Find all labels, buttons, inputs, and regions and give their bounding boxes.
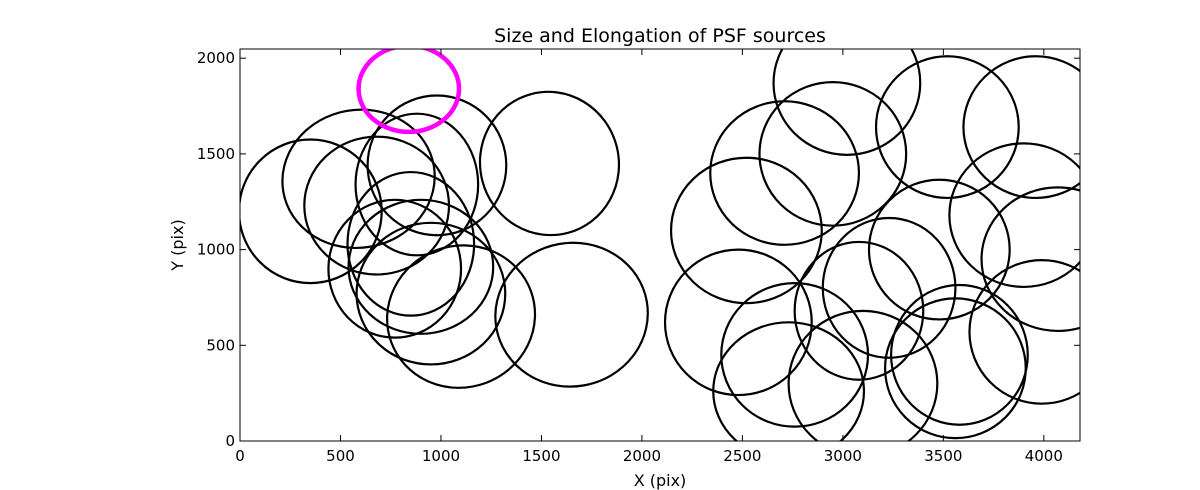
- x-tick-label: 4000: [1025, 447, 1063, 465]
- y-axis-label: Y (pix): [168, 219, 187, 271]
- chart-title: Size and Elongation of PSF sources: [494, 25, 826, 47]
- source-ellipse: [347, 198, 495, 335]
- x-tick-label: 3000: [824, 447, 862, 465]
- source-ellipse: [962, 55, 1080, 199]
- x-tick-label: 0: [235, 447, 245, 465]
- y-tick-label: 1000: [197, 241, 235, 259]
- source-ellipse: [980, 186, 1080, 333]
- ticks-layer: 0 500 1000 1500 2000 2500 3000 3500 4000 0 500 1000…: [197, 49, 1080, 465]
- source-ellipse: [787, 309, 939, 441]
- source-ellipse: [890, 283, 1029, 426]
- source-ellipse: [327, 198, 463, 339]
- source-ellipse: [874, 55, 1020, 200]
- x-tick-label: 2500: [723, 447, 761, 465]
- source-ellipse: [758, 81, 908, 227]
- x-tick-label: 3500: [924, 447, 962, 465]
- y-tick-label: 1500: [197, 145, 235, 163]
- source-ellipse: [709, 100, 861, 246]
- source-ellipse: [793, 240, 925, 381]
- source-ellipse: [968, 259, 1080, 405]
- x-tick-label: 1500: [522, 447, 560, 465]
- source-ellipse: [354, 112, 480, 257]
- reference-ellipse: [356, 49, 462, 135]
- sources-layer: [240, 49, 1080, 441]
- source-ellipse: [346, 170, 476, 317]
- source-ellipse: [355, 221, 507, 366]
- source-ellipse: [366, 94, 508, 237]
- y-tick-label: 0: [225, 432, 235, 450]
- source-ellipse: [663, 248, 813, 397]
- y-tick-label: 2000: [197, 49, 235, 67]
- source-ellipse: [478, 90, 621, 237]
- source-ellipse: [669, 156, 823, 305]
- x-tick-label: 500: [326, 447, 355, 465]
- plot-frame: [239, 48, 1081, 442]
- y-tick-label: 500: [206, 336, 235, 354]
- source-ellipse: [867, 178, 1011, 321]
- x-tick-label: 1000: [422, 447, 460, 465]
- source-ellipse: [281, 108, 436, 250]
- source-ellipse: [494, 241, 649, 388]
- source-ellipse: [720, 281, 870, 428]
- source-ellipse: [386, 244, 537, 389]
- source-ellipse: [712, 321, 866, 441]
- x-axis-label: X (pix): [634, 471, 687, 490]
- x-tick-label: 2000: [623, 447, 661, 465]
- source-ellipse: [772, 49, 922, 156]
- source-ellipse: [948, 142, 1080, 288]
